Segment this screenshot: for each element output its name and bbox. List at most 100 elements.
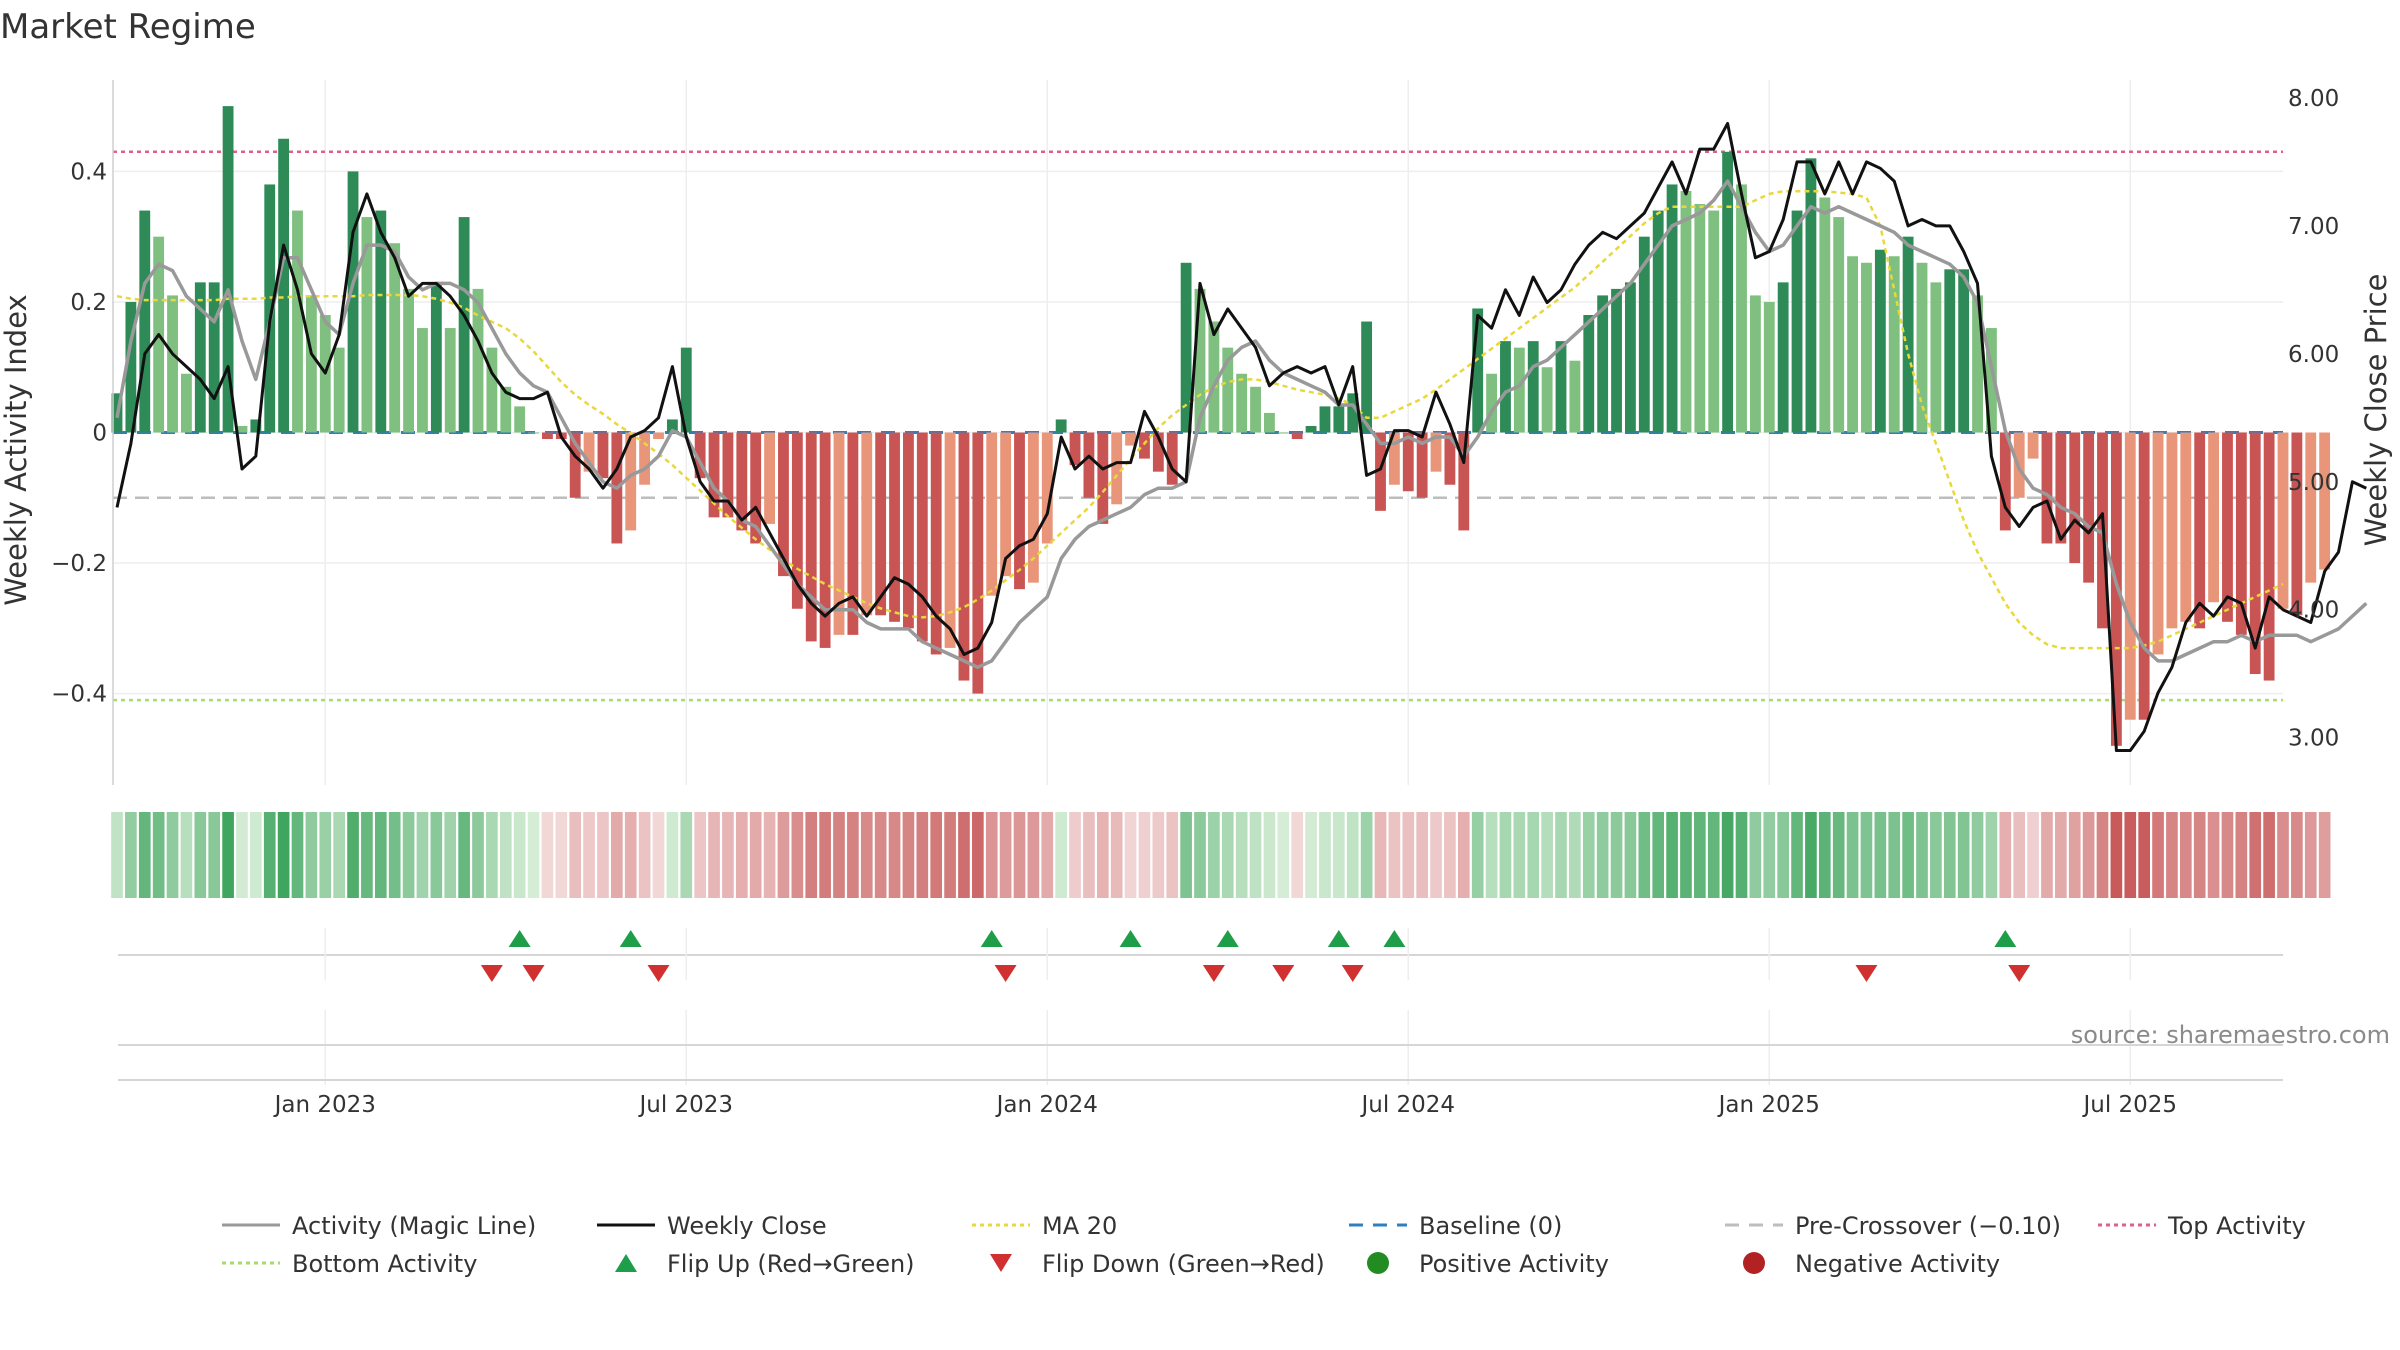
activity-bar: [2069, 432, 2081, 564]
regime-cell: [874, 812, 887, 898]
legend: Activity (Magic Line) Weekly Close MA 20 Ba…: [222, 1212, 2306, 1278]
legend-swatch: [990, 1254, 1012, 1272]
regime-cell: [1888, 812, 1901, 898]
activity-bar: [361, 217, 373, 433]
regime-cell: [1874, 812, 1887, 898]
activity-bar: [2055, 432, 2067, 544]
right-axis-label: Weekly Close Price: [2359, 274, 2393, 547]
regime-cell: [208, 812, 221, 898]
lower-panel: [118, 1010, 2283, 1085]
activity-bar: [2180, 432, 2192, 622]
regime-cell: [597, 812, 609, 898]
activity-bar: [1805, 158, 1817, 433]
activity-bar: [1625, 282, 1636, 433]
activity-bar: [1152, 432, 1164, 472]
flip-up-marker: [619, 930, 642, 947]
activity-bar: [305, 295, 317, 433]
activity-bar: [736, 432, 748, 531]
activity-bar: [2138, 432, 2150, 720]
left-axis-label: Weekly Activity Index: [0, 294, 33, 605]
regime-cell: [680, 812, 693, 898]
regime-cell: [2124, 812, 2137, 898]
regime-cell: [1735, 812, 1748, 898]
activity-bar: [1430, 432, 1442, 472]
x-tick-label: Jan 2025: [1717, 1092, 1820, 1118]
regime-cell: [111, 812, 123, 898]
activity-bar: [236, 425, 248, 433]
flip-down-marker: [2008, 965, 2031, 982]
right-tick-label: 7.00: [2288, 214, 2339, 240]
activity-bar: [181, 373, 192, 433]
regime-cell: [930, 812, 943, 898]
x-tick-label: Jan 2024: [995, 1092, 1098, 1118]
regime-cell: [2110, 812, 2123, 898]
activity-bar: [2305, 432, 2317, 583]
right-tick-label: 3.00: [2288, 726, 2339, 752]
activity-bar: [2291, 432, 2303, 616]
activity-bar: [2319, 432, 2331, 570]
legend-label: Positive Activity: [1419, 1250, 1609, 1278]
regime-cell: [1582, 812, 1595, 898]
activity-bar: [1972, 295, 1983, 433]
activity-bar: [1139, 432, 1150, 459]
activity-bar: [2235, 432, 2247, 635]
regime-cell: [1485, 812, 1498, 898]
regime-cell: [486, 812, 498, 898]
regime-cell: [180, 812, 193, 898]
regime-cell: [1319, 812, 1331, 898]
flip-down-marker: [1341, 965, 1364, 982]
regime-cell: [458, 812, 470, 898]
activity-bar: [1111, 432, 1123, 505]
flip-down-marker: [1272, 965, 1295, 982]
activity-bar: [1097, 432, 1109, 524]
activity-bar: [139, 210, 151, 433]
regime-cell: [1346, 812, 1359, 898]
activity-bar: [903, 432, 914, 629]
activity-bar: [1958, 269, 1970, 433]
activity-bar: [653, 432, 664, 440]
activity-bar: [1541, 367, 1553, 433]
activity-bar: [2124, 432, 2136, 720]
regime-cell: [1513, 812, 1526, 898]
magic-line: [115, 179, 2368, 670]
regime-cell: [194, 812, 207, 898]
regime-cell: [1569, 812, 1581, 898]
regime-cell: [1596, 812, 1609, 898]
regime-cell: [985, 812, 998, 898]
regime-cell: [1527, 812, 1540, 898]
activity-bar: [1014, 432, 1025, 590]
activity-bar: [1944, 269, 1956, 433]
regime-strip: [111, 812, 2331, 898]
regime-cell: [555, 812, 568, 898]
left-tick-label: 0.4: [70, 159, 107, 185]
activity-bar: [278, 138, 290, 433]
regime-cell: [583, 812, 595, 898]
weekly-close-line: [115, 122, 2367, 752]
legend-label: Bottom Activity: [292, 1250, 477, 1278]
activity-bar: [1472, 308, 1484, 433]
legend-label: MA 20: [1042, 1212, 1117, 1240]
regime-cell: [2013, 812, 2026, 898]
ma20-line: [116, 190, 2284, 650]
activity-bar: [1264, 412, 1275, 433]
activity-bar: [2166, 432, 2178, 629]
activity-bar: [125, 301, 137, 433]
regime-cell: [1249, 812, 1262, 898]
activity-bar: [1777, 282, 1789, 433]
regime-cell: [1610, 812, 1623, 898]
activity-bar: [2083, 432, 2095, 583]
legend-label: Baseline (0): [1419, 1212, 1562, 1240]
left-tick-label: 0: [92, 421, 107, 447]
activity-bar: [694, 432, 706, 479]
activity-bar: [1583, 315, 1595, 433]
activity-bar: [1277, 432, 1289, 434]
activity-bar: [1749, 295, 1761, 433]
regime-cell: [1957, 812, 1970, 898]
regime-cell: [1638, 812, 1651, 898]
activity-bar: [1791, 210, 1803, 433]
regime-cell: [1846, 812, 1859, 898]
x-tick-label: Jul 2025: [2081, 1092, 2177, 1118]
activity-bar: [847, 432, 859, 635]
regime-cell: [222, 812, 234, 898]
activity-bar: [1611, 288, 1622, 433]
